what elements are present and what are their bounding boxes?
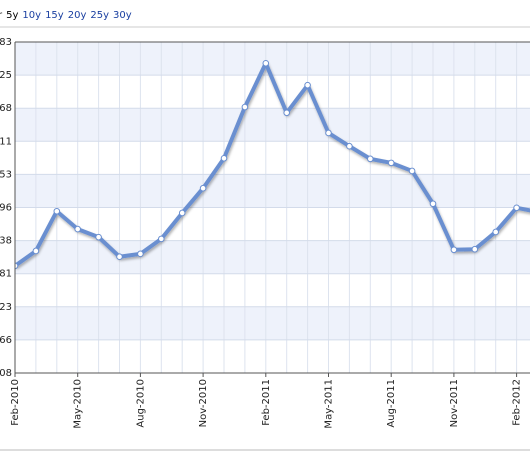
y-tick-label: 11 (0, 136, 12, 147)
data-point (262, 59, 270, 67)
data-point (95, 233, 102, 241)
axes: 08 66 23 81 38 96 53 11 68 25 83 Feb-2010 May-2010 Au… (0, 37, 530, 429)
data-point (220, 154, 228, 162)
range-selector: r 5y 10y 15y 20y 25y 30y (0, 10, 132, 21)
y-tick-label: 68 (0, 103, 12, 114)
range-button[interactable]: 25y (90, 10, 109, 21)
data-point (74, 225, 81, 233)
y-tick-label: 53 (0, 169, 12, 180)
y-tick-label: 81 (0, 269, 12, 280)
data-point (283, 109, 291, 117)
series-line (15, 61, 530, 268)
x-tick-label: Feb-2011 (261, 379, 272, 426)
data-point (15, 262, 19, 270)
x-tick-label: May-2011 (324, 379, 335, 429)
x-tick-label: Feb-2010 (10, 379, 21, 426)
data-point (32, 247, 40, 255)
grid-band (15, 306, 530, 340)
y-tick-label: 38 (0, 236, 12, 247)
range-button[interactable]: 30y (113, 10, 132, 21)
range-prefix: r (0, 10, 3, 21)
range-button[interactable]: 15y (45, 10, 64, 21)
data-point (367, 155, 374, 163)
x-tick-label: May-2010 (73, 379, 84, 429)
x-tick-label: Feb-2012 (512, 379, 523, 426)
data-point (429, 200, 437, 208)
data-point (241, 103, 249, 111)
data-point (199, 184, 207, 192)
y-tick-label: 08 (0, 368, 12, 379)
y-tick-label: 23 (0, 302, 12, 313)
range-button[interactable]: 10y (22, 10, 41, 21)
x-tick-label: Aug-2011 (386, 379, 397, 428)
data-point (304, 81, 311, 89)
y-tick-label: 25 (0, 70, 12, 81)
data-point (513, 204, 520, 212)
plot-area (15, 42, 530, 373)
data-point (178, 209, 186, 217)
y-tick-label: 83 (0, 37, 12, 48)
x-tick-label: Aug-2010 (135, 379, 146, 428)
grid-band (15, 42, 530, 76)
data-point (137, 250, 144, 258)
data-point (158, 235, 165, 243)
x-tick-label: Nov-2010 (198, 379, 209, 427)
data-point (116, 253, 123, 261)
y-tick-label: 96 (0, 203, 12, 214)
grid-band (15, 174, 530, 208)
data-point (325, 129, 332, 137)
data-point (492, 228, 500, 236)
range-button[interactable]: 5y (6, 10, 18, 21)
range-button[interactable]: 20y (68, 10, 87, 21)
grid-band (15, 108, 530, 142)
data-point (450, 246, 458, 254)
data-point (387, 159, 395, 167)
x-tick-label: Nov-2011 (449, 379, 460, 427)
data-point (471, 245, 479, 253)
grid-band (15, 240, 530, 274)
data-point (408, 167, 416, 175)
data-point (346, 142, 353, 150)
y-tick-label: 66 (0, 335, 12, 346)
data-point (53, 207, 61, 215)
